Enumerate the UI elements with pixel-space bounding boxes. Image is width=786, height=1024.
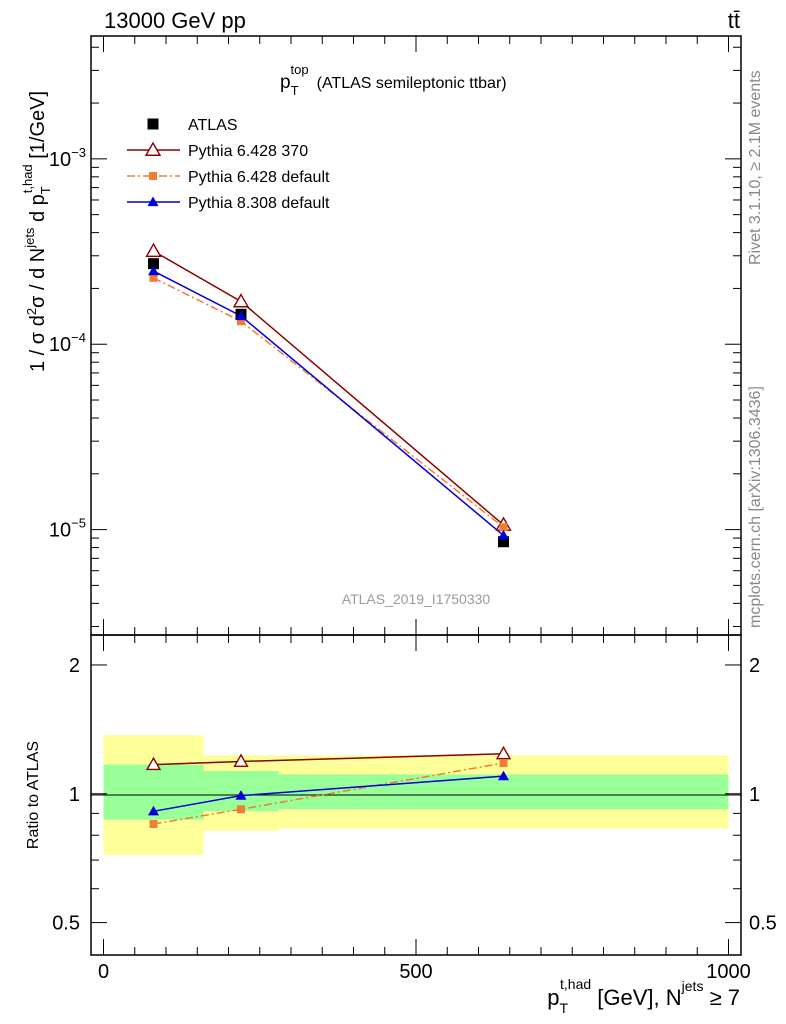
data-point (498, 536, 509, 548)
legend-marker (144, 141, 162, 156)
data-point (235, 310, 247, 321)
ratio-y-tick-label-right: 0.5 (749, 913, 777, 935)
xlabel-sup-jets: jets (681, 978, 704, 994)
y-tick-base: 10 (49, 149, 71, 171)
ylabel-sup-jets: jets (22, 227, 37, 249)
legend-marker (147, 118, 159, 130)
ylabel-sub-t: T (38, 186, 53, 194)
legend-label: Pythia 6.428 default (188, 169, 330, 186)
y-tick-label: 10−4 (49, 330, 86, 356)
ratio-data-point (237, 805, 245, 814)
main-y-axis-label: 1 / σ d2σ / d Njets d pTt,had [1/GeV] (20, 91, 53, 372)
y-tick-label: 10−5 (49, 516, 86, 542)
ratio-y-tick-label-left: 0.5 (52, 913, 80, 935)
x-tick-label: 0 (98, 961, 109, 983)
ylabel-sup2: 2 (24, 308, 39, 315)
title-var-base: p (280, 72, 291, 93)
legend-label: Pythia 8.308 default (188, 195, 330, 212)
ratio-y-tick-label-left: 2 (69, 655, 80, 677)
legend-marker (147, 196, 159, 207)
data-point (232, 293, 250, 308)
xlabel-sub: T (559, 1000, 568, 1016)
ratio-plot-panel: 0.5 0.5 1 1 2 2 0 500 1000 Ratio to ATLAS pTt,h… (25, 634, 777, 1016)
ratio-data-point (233, 753, 249, 768)
xlabel-cond: ≥ 7 (703, 985, 740, 1010)
process-label: tt̄ (728, 8, 740, 33)
main-axis-ticks (91, 36, 741, 635)
legend-marker (149, 172, 157, 180)
ratio-y-tick-label-right: 1 (749, 784, 760, 806)
data-point (148, 265, 159, 276)
rivet-version-label: Rivet 3.1.10, ≥ 2.1M events (747, 70, 764, 265)
ratio-y-tick-label-left: 1 (69, 784, 80, 806)
xlabel-unit: [GeV], N (591, 985, 681, 1010)
xlabel-sup: t,had (560, 976, 591, 992)
x-axis-label: pTt,had [GeV], Njets ≥ 7 (547, 976, 740, 1016)
data-point (149, 273, 158, 282)
series-line (153, 250, 504, 526)
ylabel-prefix: 1 / σ d (27, 315, 49, 372)
data-point (145, 242, 162, 258)
series-line (153, 270, 504, 537)
ratio-data-point (149, 819, 158, 828)
legend-label: Pythia 6.428 370 (188, 143, 308, 160)
title-var-sup: top (291, 62, 309, 77)
ratio-data-point (495, 745, 512, 760)
ratio-y-tick-label-right: 2 (749, 655, 760, 677)
y-tick-base: 10 (49, 334, 71, 356)
y-tick-exp: −5 (71, 516, 86, 531)
stat-uncertainty-band (278, 774, 729, 810)
data-point (499, 523, 508, 532)
legend-label: ATLAS (188, 117, 238, 134)
ratio-data-point (498, 770, 509, 781)
title-var-sub: T (291, 83, 299, 98)
data-point (237, 317, 245, 326)
ratio-y-tick-labels: 0.5 0.5 1 1 2 2 (52, 655, 777, 935)
ylabel-mid2: d p (27, 194, 49, 227)
y-tick-base: 10 (49, 520, 71, 542)
ylabel-sup-had: t,had (20, 164, 35, 193)
ratio-data-point (235, 790, 247, 800)
ratio-series-layer (145, 745, 512, 828)
x-tick-label: 1000 (706, 961, 751, 983)
ratio-data-point (499, 759, 508, 768)
ratio-plot-frame (90, 634, 742, 956)
data-point (498, 529, 509, 540)
xlabel-base: p (547, 985, 559, 1010)
y-tick-label: 10−3 (49, 145, 86, 171)
main-y-tick-labels: 10−510−410−3 (49, 145, 86, 542)
uncertainty-bands (103, 735, 729, 855)
legend: ATLAS Pythia 6.428 370 Pythia 6.428 defaul… (127, 117, 330, 212)
x-tick-labels: 0 500 1000 (98, 961, 751, 983)
main-plot-panel: 10−510−410−3 pTtop(ATLAS semileptonic tt… (20, 35, 742, 636)
ylabel-mid: σ / d N (27, 248, 49, 308)
ylabel-unit: [1/GeV] (27, 91, 49, 164)
ratio-y-axis-label: Ratio to ATLAS (25, 741, 42, 849)
mcplots-site-label: mcplots.cern.ch [arXiv:1306.3436] (747, 386, 764, 628)
main-series-layer (145, 242, 512, 548)
energy-label: 13000 GeV pp (104, 8, 246, 33)
ratio-data-point (148, 805, 159, 816)
series-line (153, 277, 504, 528)
plot-title: pTtop (ATLAS semileptonic ttbar) (280, 62, 507, 98)
ratio-data-point (145, 756, 162, 771)
title-text: (ATLAS semileptonic ttbar) (317, 75, 507, 92)
y-tick-exp: −3 (71, 145, 86, 160)
ratio-axis-ticks (91, 635, 741, 955)
y-tick-exp: −4 (71, 330, 86, 345)
analysis-label: ATLAS_2019_I1750330 (342, 591, 491, 607)
data-point (148, 258, 159, 270)
x-tick-label: 500 (399, 961, 432, 983)
